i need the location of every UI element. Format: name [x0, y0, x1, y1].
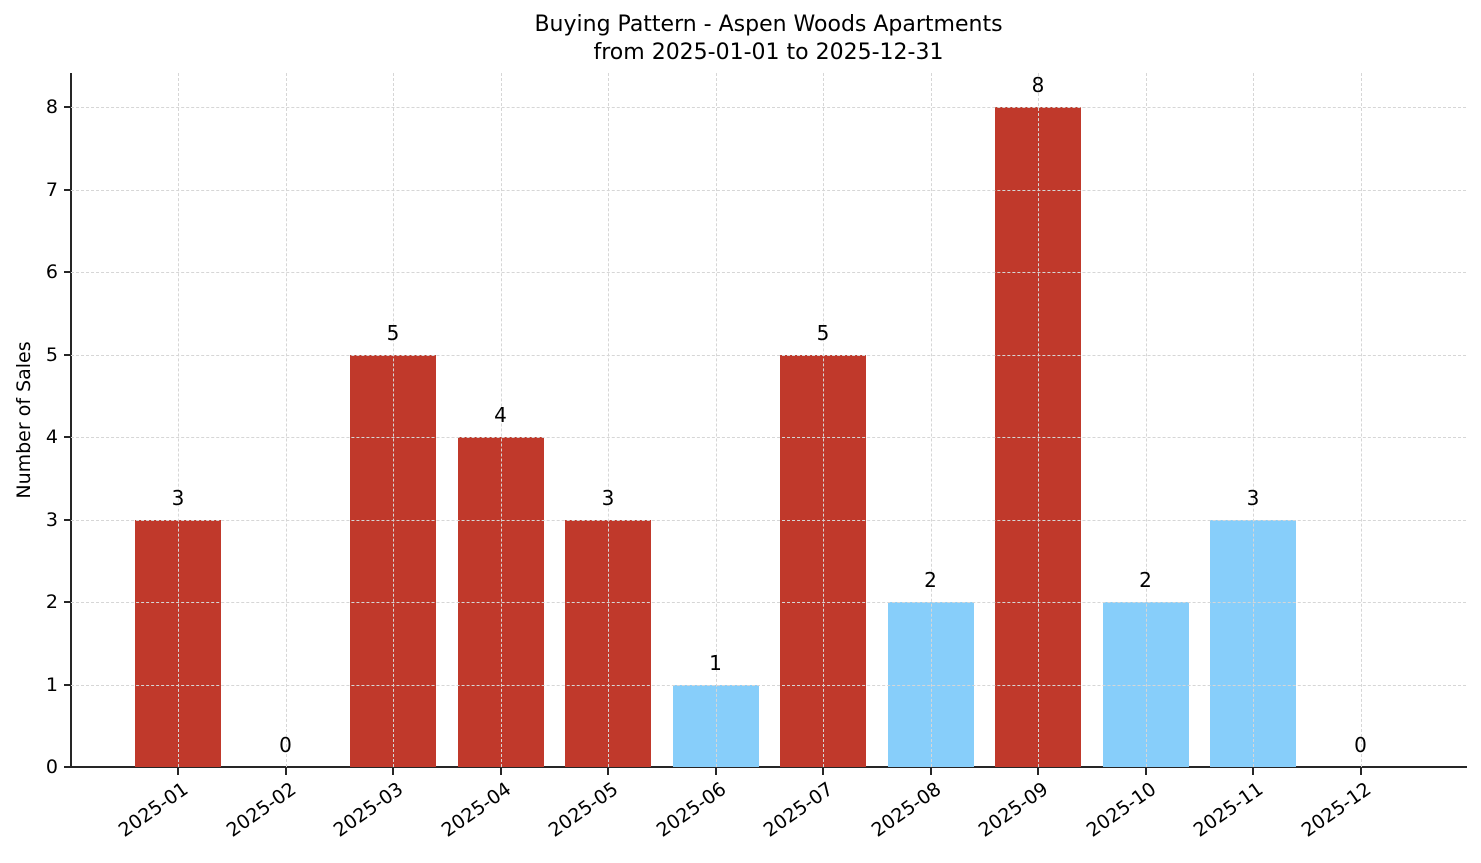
- x-axis-line: [70, 766, 1467, 768]
- bar-value-label: 4: [494, 403, 507, 427]
- gridline-vertical: [715, 73, 717, 767]
- gridline-vertical: [1038, 73, 1039, 767]
- y-tick-mark: [64, 436, 71, 438]
- x-tick-mark: [284, 768, 287, 775]
- bar-value-label: 5: [386, 320, 400, 345]
- x-tick-label: 2025-03: [329, 777, 408, 842]
- gridline-horizontal: [71, 189, 1466, 191]
- x-tick-mark: [607, 768, 609, 775]
- gridline-horizontal: [71, 107, 1466, 108]
- gridline-horizontal: [71, 519, 1466, 521]
- chart-title-main: Buying Pattern - Aspen Woods Apartments: [534, 12, 1003, 37]
- x-tick-mark: [177, 768, 179, 775]
- x-tick-label: 2025-05: [544, 777, 623, 842]
- y-tick-label: 4: [45, 426, 58, 448]
- bar-value-label: 0: [1354, 733, 1367, 757]
- bar-value-label: 8: [1031, 73, 1045, 97]
- gridline-vertical: [1253, 73, 1254, 767]
- y-tick-mark: [64, 271, 71, 273]
- y-tick-mark: [64, 188, 71, 191]
- x-tick-label: 2025-09: [974, 777, 1053, 842]
- x-tick-label: 2025-01: [114, 777, 193, 842]
- x-tick-mark: [1144, 768, 1147, 775]
- y-tick-mark: [64, 518, 71, 521]
- plot-area: 3 0 5 4 3 1 5 2 8 2 3 0: [71, 73, 1466, 767]
- y-tick-label: 3: [45, 508, 58, 531]
- x-tick-mark: [929, 768, 932, 775]
- x-tick-label: 2025-04: [437, 777, 515, 842]
- x-tick-label: 2025-02: [222, 777, 300, 842]
- chart-subtitle: from 2025-01-01 to 2025-12-31: [593, 40, 944, 65]
- gridline-vertical: [285, 73, 287, 767]
- x-tick-label: 2025-11: [1189, 777, 1268, 842]
- x-tick-label: 2025-07: [759, 777, 838, 842]
- bar-value-label: 1: [709, 650, 722, 675]
- x-tick-mark: [1037, 768, 1039, 775]
- x-tick-mark: [1359, 768, 1362, 775]
- y-tick-mark: [64, 766, 71, 768]
- gridline-horizontal: [71, 272, 1466, 273]
- y-tick-label: 1: [45, 673, 58, 696]
- y-tick-label: 5: [45, 343, 58, 366]
- x-tick-mark: [822, 768, 824, 775]
- y-axis-label: Number of Sales: [13, 341, 35, 499]
- bar-value-label: 3: [1246, 485, 1260, 510]
- y-tick-mark: [64, 601, 71, 603]
- y-tick-label: 0: [45, 756, 58, 778]
- y-tick-label: 6: [45, 261, 58, 283]
- gridline-horizontal: [71, 684, 1466, 686]
- y-tick-mark: [64, 353, 71, 356]
- gridline-horizontal: [71, 354, 1466, 356]
- x-tick-label: 2025-10: [1082, 777, 1160, 842]
- gridline-vertical: [1145, 73, 1147, 767]
- bar-value-label: 3: [171, 485, 185, 510]
- bar-value-label: 0: [279, 733, 292, 757]
- gridline-vertical: [930, 73, 932, 767]
- x-tick-mark: [1252, 768, 1254, 775]
- y-axis-line: [70, 73, 72, 768]
- y-tick-mark: [64, 106, 71, 108]
- x-tick-label: 2025-08: [867, 777, 945, 842]
- x-tick-mark: [714, 768, 717, 775]
- y-tick-label: 2: [45, 591, 58, 613]
- gridline-vertical: [500, 73, 502, 767]
- y-tick-mark: [64, 683, 71, 686]
- gridline-vertical: [1360, 73, 1362, 767]
- gridline-vertical: [823, 73, 824, 767]
- gridline-horizontal: [71, 602, 1466, 603]
- chart-title: Buying Pattern - Aspen Woods Apartments …: [0, 11, 1481, 67]
- bar-value-label: 2: [924, 568, 937, 592]
- bar-value-label: 3: [601, 485, 615, 510]
- gridline-vertical: [608, 73, 609, 767]
- x-tick-label: 2025-12: [1297, 777, 1375, 842]
- x-tick-mark: [499, 768, 502, 775]
- y-tick-label: 8: [45, 96, 58, 118]
- gridline-horizontal: [71, 437, 1466, 438]
- bar-value-label: 5: [816, 320, 830, 345]
- gridline-vertical: [393, 73, 394, 767]
- y-tick-label: 7: [45, 178, 58, 201]
- x-tick-mark: [392, 768, 394, 775]
- x-tick-label: 2025-06: [652, 777, 730, 842]
- gridline-vertical: [178, 73, 179, 767]
- bar-value-label: 2: [1139, 568, 1152, 592]
